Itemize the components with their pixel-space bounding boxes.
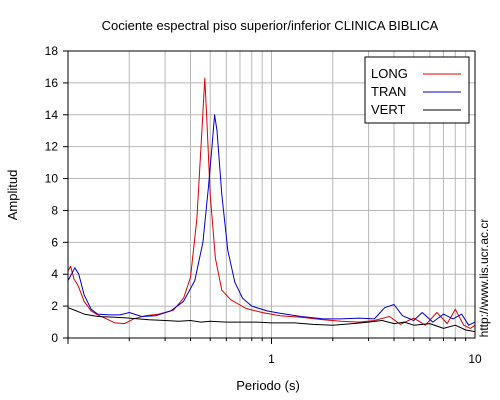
- y-tick-label: 8: [51, 203, 58, 217]
- legend-box: [364, 56, 470, 124]
- y-tick-label: 4: [51, 267, 58, 281]
- chart-title: Cociente espectral piso superior/inferio…: [102, 18, 439, 33]
- x-tick-label: 1: [268, 352, 275, 366]
- watermark-url: http://www.lis.ucr.ac.cr: [477, 219, 491, 338]
- y-tick-label: 6: [51, 235, 58, 249]
- series-line-tran: [67, 114, 476, 326]
- legend-label-vert: VERT: [371, 102, 405, 117]
- grid: [68, 51, 475, 338]
- y-tick-label: 0: [51, 331, 58, 345]
- series-group: [67, 77, 476, 333]
- y-axis-ticks: 0 2 4 6 8 10 12 14 16 18: [45, 44, 68, 345]
- x-tick-label: 10: [468, 352, 482, 366]
- y-tick-label: 18: [45, 44, 59, 58]
- x-axis-title: Periodo (s): [236, 378, 300, 393]
- legend-label-long: LONG: [371, 66, 408, 81]
- y-tick-label: 10: [45, 172, 59, 186]
- legend-label-tran: TRAN: [371, 84, 406, 99]
- y-axis-title: Amplitud: [5, 170, 20, 221]
- y-tick-label: 16: [45, 76, 59, 90]
- legend: LONG TRAN VERT: [364, 56, 470, 124]
- x-axis-ticks: 1 10: [67, 338, 482, 366]
- y-tick-label: 2: [51, 299, 58, 313]
- y-tick-label: 12: [45, 140, 59, 154]
- y-tick-label: 14: [45, 108, 59, 122]
- series-line-vert: [67, 307, 476, 333]
